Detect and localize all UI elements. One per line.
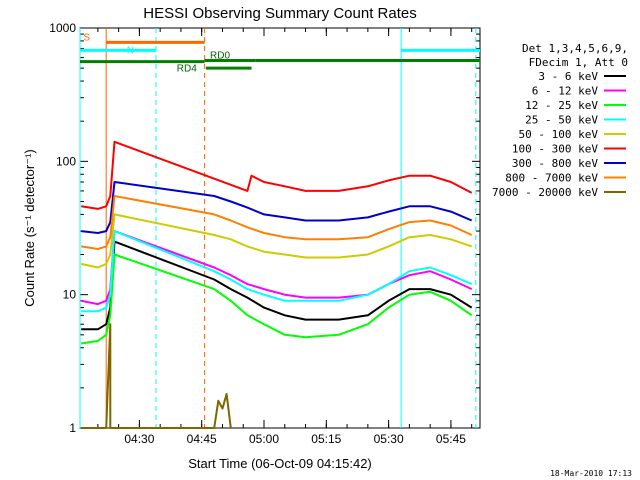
decimation-flag-label: RD4	[177, 64, 197, 75]
x-tick-label: 05:30	[374, 432, 404, 446]
legend-entry-label: 25 - 50 keV	[525, 114, 598, 127]
chart-title: HESSI Observing Summary Count Rates	[143, 5, 416, 22]
series-line-4	[80, 213, 473, 269]
legend-entry-label: 7000 - 20000 keV	[492, 186, 598, 199]
plot-frame	[79, 27, 481, 429]
plot-area: 1 10 100 1000 04:30 04:45 05:00 05:15 05:30 05:45…	[49, 21, 481, 446]
legend-entry-label: 300 - 800 keV	[512, 157, 598, 170]
x-tick-label: 05:15	[311, 432, 341, 446]
series-line-2	[81, 253, 473, 345]
y-tick-label: 100	[56, 154, 76, 168]
legend-entry-label: 6 - 12 keV	[532, 85, 599, 98]
footer-timestamp: 18-Mar-2010 17:13	[550, 469, 632, 478]
y-axis-label: Count Rate (s⁻¹ detector⁻¹)	[22, 149, 37, 307]
series-line-0	[81, 240, 473, 331]
legend-entry-label: 100 - 300 keV	[512, 143, 598, 156]
x-tick-label: 05:45	[436, 432, 466, 446]
saa-flag-label: S	[83, 32, 90, 43]
x-tick-label: 05:00	[249, 432, 279, 446]
x-axis-label: Start Time (06-Oct-09 04:15:42)	[188, 456, 372, 471]
decimation-flag-label: RD0	[210, 51, 230, 62]
legend-entry-label: 3 - 6 keV	[538, 70, 598, 83]
series-line-7	[81, 195, 473, 250]
legend-entry-label: 800 - 7000 keV	[505, 172, 598, 185]
y-tick-label: 1000	[49, 21, 76, 35]
series-line-5	[81, 140, 473, 210]
y-tick-label: 10	[63, 288, 77, 302]
y-tick-label: 1	[69, 421, 76, 435]
series-line-3	[81, 230, 473, 313]
legend-entry-label: 50 - 100 keV	[519, 128, 599, 141]
night-flag-label: N	[127, 45, 134, 56]
series-line-8	[81, 323, 232, 429]
legend-header-line: FDecim 1, Att 0	[529, 56, 628, 69]
series-line-6	[81, 181, 473, 234]
x-tick-label: 04:45	[187, 432, 217, 446]
legend: Det 1,3,4,5,6,9,FDecim 1, Att 03 - 6 keV…	[492, 42, 628, 199]
legend-entry-label: 12 - 25 keV	[525, 99, 598, 112]
x-tick-label: 04:30	[124, 432, 154, 446]
legend-header-line: Det 1,3,4,5,6,9,	[522, 42, 628, 55]
